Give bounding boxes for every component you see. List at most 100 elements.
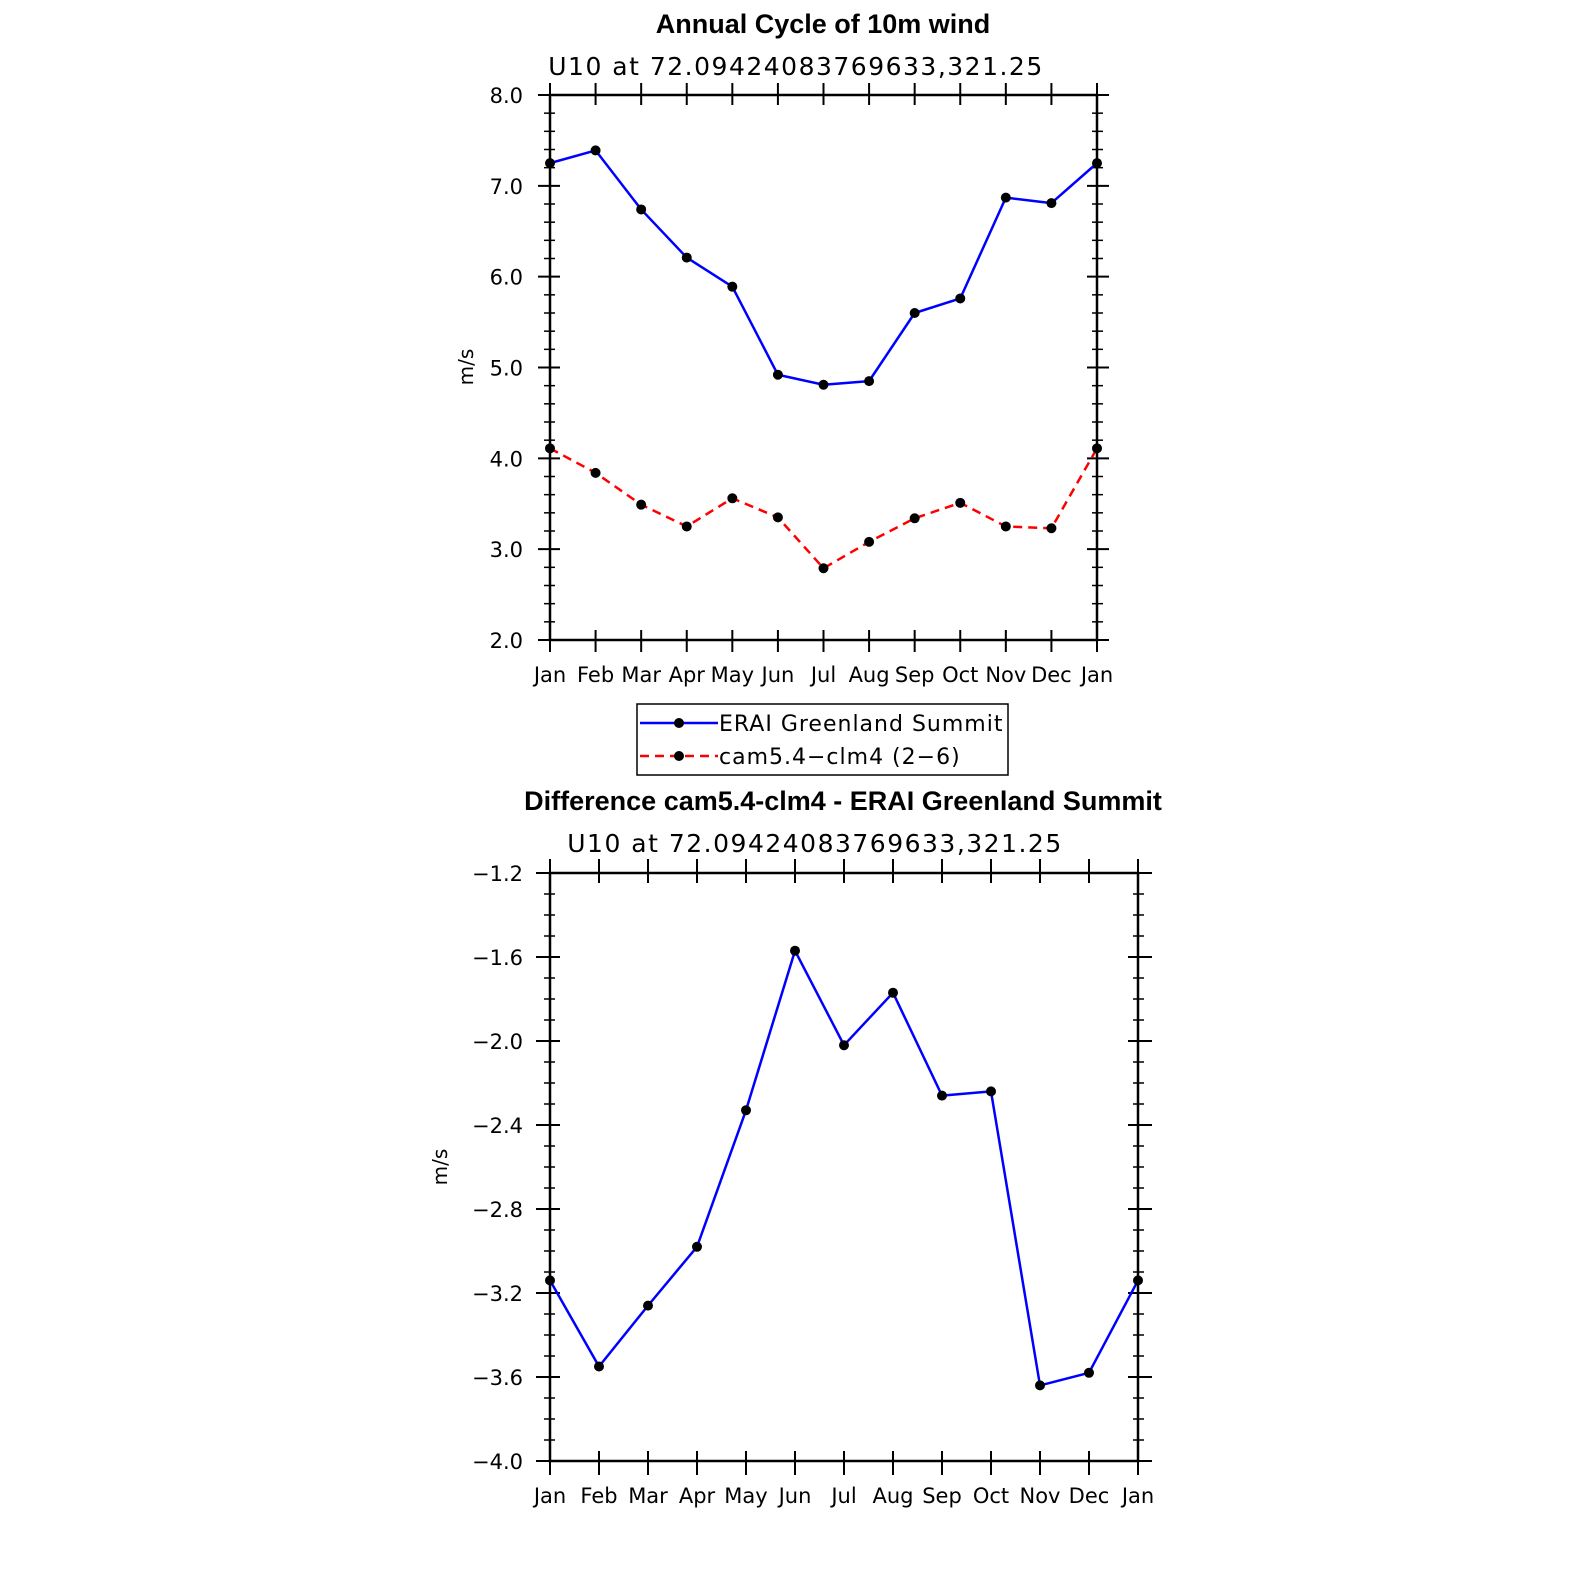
series-0-point xyxy=(937,1090,947,1101)
series-0-point xyxy=(790,945,800,956)
x-tick-label: Mar xyxy=(628,1484,668,1508)
x-tick-label: Jul xyxy=(809,663,836,687)
x-tick-label: Mar xyxy=(621,663,661,687)
y-tick-label: −1.2 xyxy=(472,862,523,886)
plot-frame xyxy=(548,93,1099,642)
y-tick-label: 2.0 xyxy=(490,629,523,653)
series-0-point xyxy=(545,158,555,169)
series-line-1 xyxy=(549,447,1099,570)
y-tick-label: 4.0 xyxy=(490,447,523,471)
series-0-point xyxy=(986,1086,996,1097)
series-1-point xyxy=(1092,443,1102,454)
x-tick-label: Jan xyxy=(1120,1484,1154,1508)
series-line-0 xyxy=(549,149,1098,387)
x-tick-label: Oct xyxy=(942,663,978,687)
series-0-point xyxy=(590,145,601,156)
series-1-point xyxy=(681,521,692,532)
x-tick-label: Oct xyxy=(973,1484,1009,1508)
series-0-point xyxy=(692,1241,702,1252)
chart-subtitle: U10 at 72.09424083769633,321.25 xyxy=(567,829,1063,858)
series-0-point xyxy=(1046,198,1057,209)
series-0-point xyxy=(909,308,920,318)
x-tick-label: Jun xyxy=(760,663,795,687)
series-0-point xyxy=(864,376,875,387)
x-tick-label: Apr xyxy=(679,1484,716,1508)
x-tick-label: Feb xyxy=(577,663,614,687)
series-0-point xyxy=(1000,192,1011,203)
x-tick-label: Aug xyxy=(872,1484,913,1508)
chart-subtitle: U10 at 72.09424083769633,321.25 xyxy=(548,52,1044,81)
series-1-point xyxy=(818,563,829,574)
series-0-point xyxy=(772,369,783,380)
series-1-point xyxy=(545,443,555,454)
chart-title: Difference cam5.4-clm4 - ERAI Greenland … xyxy=(524,786,1162,816)
chart-difference: Difference cam5.4-clm4 - ERAI Greenland … xyxy=(428,786,1162,1508)
x-tick-label: Nov xyxy=(1020,1484,1061,1508)
y-tick-label: 6.0 xyxy=(490,266,523,290)
x-tick-label: Aug xyxy=(849,663,890,687)
chart-title: Annual Cycle of 10m wind xyxy=(656,9,991,39)
y-tick-label: −2.4 xyxy=(472,1114,523,1138)
plot-frame xyxy=(548,871,1140,1463)
series-0-point xyxy=(1035,1380,1045,1391)
series-1-point xyxy=(1046,523,1057,534)
x-tick-label: Apr xyxy=(669,663,706,687)
y-tick-label: 3.0 xyxy=(490,538,523,562)
series-0-point xyxy=(955,293,966,304)
y-tick-label: −3.2 xyxy=(472,1282,523,1306)
series-1-point xyxy=(955,497,966,508)
legend-label-cam: cam5.4−clm4 (2−6) xyxy=(719,745,961,770)
series-1-point xyxy=(590,467,601,478)
x-tick-label: Jan xyxy=(532,663,566,687)
y-tick-label: −2.0 xyxy=(472,1030,523,1054)
y-tick-label: −2.8 xyxy=(472,1198,523,1222)
series-0-point xyxy=(1084,1367,1094,1378)
series-line-0 xyxy=(548,949,1140,1387)
series-0-point xyxy=(727,281,738,292)
series-0-point xyxy=(643,1300,653,1311)
x-tick-label: May xyxy=(724,1484,767,1508)
series-1-point xyxy=(636,499,647,510)
y-tick-label: 5.0 xyxy=(490,357,523,381)
series-1-point xyxy=(727,493,738,504)
series-0-point xyxy=(888,987,898,998)
plot-area: −4.0 −3.6 −3.2 −2.8 −2.4 −2.0 −1.6 −1.2 Jan Feb Ma… xyxy=(472,859,1154,1508)
legend: ERAI Greenland Summit cam5.4−clm4 (2−6) xyxy=(636,703,1009,776)
series-0-point xyxy=(1133,1275,1143,1286)
legend-box xyxy=(636,703,1009,776)
x-tick-label: Sep xyxy=(895,663,935,687)
x-tick-label: Sep xyxy=(922,1484,962,1508)
legend-label-erai: ERAI Greenland Summit xyxy=(719,712,1003,737)
series-0-point xyxy=(818,379,829,390)
series-1-point xyxy=(1000,521,1011,532)
chart-annual-cycle: Annual Cycle of 10m wind U10 at 72.09424… xyxy=(454,9,1113,776)
series-1-point xyxy=(772,512,783,523)
x-tick-label: Nov xyxy=(985,663,1026,687)
legend-marker-erai xyxy=(674,718,684,728)
x-tick-label: May xyxy=(711,663,754,687)
y-axis-label: m/s xyxy=(454,349,478,386)
series-0-point xyxy=(681,252,692,263)
series-1-point xyxy=(909,513,920,524)
series-0-point xyxy=(1092,158,1102,169)
plot-area: 2.0 3.0 4.0 5.0 6.0 7.0 8.0 Jan Feb Mar Apr May Jun J… xyxy=(490,83,1113,687)
series-0-point xyxy=(545,1275,555,1286)
y-tick-label: −3.6 xyxy=(472,1366,523,1390)
series-0-point xyxy=(594,1361,604,1372)
y-tick-label: 7.0 xyxy=(490,175,523,199)
x-tick-label: Jun xyxy=(777,1484,812,1508)
series-1-point xyxy=(864,536,875,547)
x-tick-label: Feb xyxy=(580,1484,617,1508)
x-tick-label: Jan xyxy=(1079,663,1113,687)
x-tick-label: Dec xyxy=(1031,663,1072,687)
y-axis-label: m/s xyxy=(428,1149,452,1186)
x-tick-label: Dec xyxy=(1069,1484,1110,1508)
series-0-point xyxy=(741,1105,751,1116)
x-tick-label: Jan xyxy=(532,1484,566,1508)
y-tick-label: −1.6 xyxy=(472,946,523,970)
y-tick-label: −4.0 xyxy=(472,1450,523,1474)
series-0-point xyxy=(839,1040,849,1051)
series-0-point xyxy=(636,204,647,215)
y-tick-label: 8.0 xyxy=(490,84,523,108)
